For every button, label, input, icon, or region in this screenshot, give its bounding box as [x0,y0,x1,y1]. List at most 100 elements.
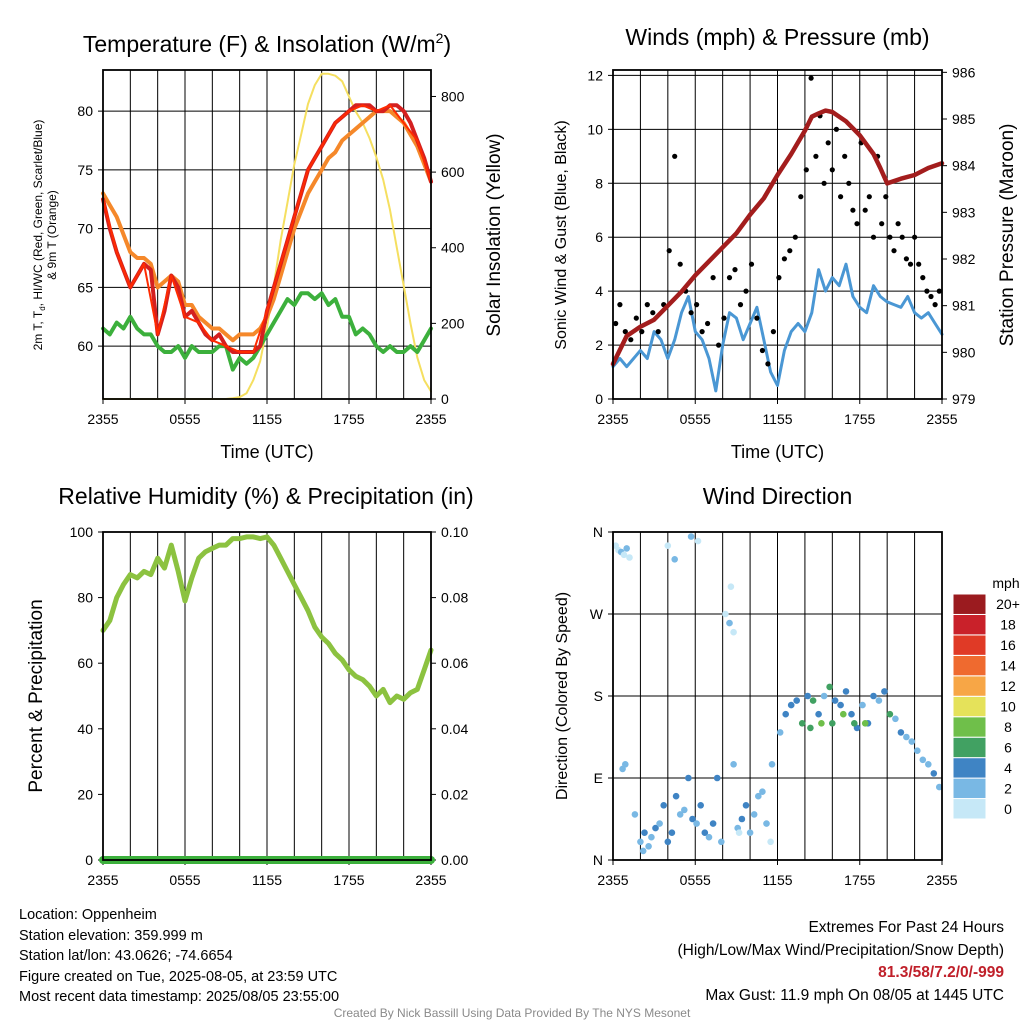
colorbar-title: mph [992,575,1019,591]
gust-point [672,153,678,159]
credit-text: Created By Nick Bassill Using Data Provi… [333,1006,691,1020]
direction-point [718,838,725,846]
precip-y-label: 0.04 [441,721,468,737]
gust-point [887,234,893,240]
plot-border [612,531,943,861]
series-line-sonic-wind [611,262,944,393]
direction-point [685,774,692,782]
pressure-y-label: 983 [952,204,976,220]
direction-point [925,761,932,768]
gust-point [920,275,926,281]
extremes-description: (High/Low/Max Wind/Precipitation/Snow De… [677,941,1005,959]
x-tick-label: 2355 [415,411,446,427]
pressure-y-label: 982 [952,251,976,267]
wind-y-label: 0 [595,391,603,407]
pressure-y-label: 979 [952,391,976,407]
elevation-text: Station elevation: 359.999 m [19,927,203,944]
gust-point [787,248,793,254]
direction-point [689,815,696,823]
x-tick-label: 2355 [415,872,446,888]
direction-point [848,710,855,718]
recent-data-text: Most recent data timestamp: 2025/08/05 2… [19,989,340,1005]
direction-point [694,537,702,545]
series-line-relative-humidity [100,534,434,706]
gust-point [808,75,814,81]
x-tick-label: 2355 [597,411,628,427]
direction-panel: 2355 0555 1155 1755 2355 N E S W N Wind Direction D… [554,483,1020,888]
direction-point [793,697,800,704]
gust-point [776,275,782,281]
extremes-info: Extremes For Past 24 Hours (High/Low/Max… [678,917,1005,1007]
precip-y-label: 0.10 [441,524,468,540]
gust-point [899,234,905,240]
colorbar-swatch [952,654,987,677]
gust-point [677,261,683,267]
direction-point [870,692,877,700]
gust-point [650,310,656,316]
rh-y-label: 80 [77,590,93,606]
plot-border [102,531,432,861]
direction-point [620,551,628,559]
x-tick-label: 0555 [169,872,200,888]
y-axis-label: 2m T, Td, HI/WC (Red, Green, Scarlet/Blu… [31,120,47,351]
x-tick-label: 1155 [252,872,282,888]
x-tick-label: 2355 [926,411,957,427]
y-axis-label: Direction (Colored By Speed) [554,592,571,800]
x-tick-label: 0555 [680,411,711,427]
gust-point [732,267,738,273]
direction-point [664,542,672,549]
colorbar-label: 20+ [996,596,1020,612]
colorbar-label: 14 [1000,658,1016,674]
gust-point [770,329,777,335]
direction-point [730,761,737,768]
direction-point [727,583,735,590]
pressure-y-label: 984 [952,158,976,174]
gust-point [936,288,942,294]
direction-point [875,697,883,704]
rh-y-label: 40 [77,721,93,737]
temp-y-label: 65 [77,279,93,295]
direction-point [936,783,943,791]
direction-point [831,697,839,704]
direction-point [919,756,927,764]
rh-y-label: 0 [85,852,93,868]
x-tick-label: 1755 [333,872,364,888]
gust-point [754,315,760,321]
gust-point [639,329,645,335]
x-tick-label: 2355 [87,411,118,427]
direction-point [892,715,899,723]
gust-point [932,302,938,308]
extremes-title: Extremes For Past 24 Hours [808,919,1004,936]
colorbar-label: 0 [1004,801,1012,817]
wind-y-label: 2 [595,337,603,353]
y-axis-label-line2: & 9m T (Orange) [45,190,59,280]
y-label-part: , HI/WC (Red, Green, Scarlet/Blue) [31,120,45,307]
x-tick-label: 1155 [762,872,792,888]
x-tick-label: 2355 [926,872,957,888]
direction-point [664,838,672,846]
y2-axis-label: Solar Insolation (Yellow) [484,133,505,336]
direction-point [746,829,754,836]
colorbar-swatch [952,675,987,697]
x-axis-label: Time (UTC) [220,442,313,462]
direction-point [626,554,633,561]
wind-y-label: 6 [595,229,603,245]
y-axis-label: Sonic Wind & Gust (Blue, Black) [553,120,570,349]
rh-y-label: 60 [77,655,93,671]
gust-point [737,302,744,308]
gust-point [781,256,788,262]
direction-point [660,802,667,809]
gust-point [891,248,897,254]
rh-y-label: 100 [70,524,94,540]
colorbar-swatch [952,798,987,820]
gust-point [866,194,872,200]
colorbar-swatch [952,613,987,636]
station-info: Location: Oppenheim Station elevation: 3… [19,905,339,1008]
direction-point [750,811,758,818]
wind-y-label: 10 [587,121,603,137]
direction-point [755,792,762,800]
extremes-values: 81.3/58/7.2/0/-999 [878,964,1004,981]
gust-point [694,302,700,308]
direction-point [859,701,866,709]
